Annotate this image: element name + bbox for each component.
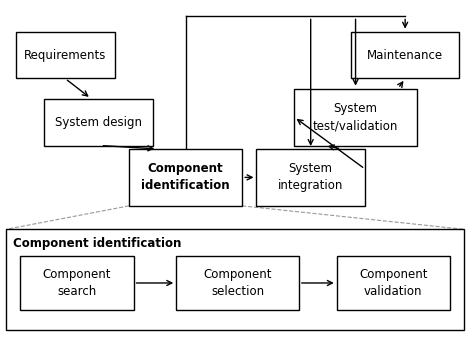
FancyBboxPatch shape <box>256 149 365 206</box>
Text: Component
validation: Component validation <box>359 268 428 298</box>
Text: Component
selection: Component selection <box>203 268 272 298</box>
Text: Component
search: Component search <box>43 268 111 298</box>
Text: System design: System design <box>55 116 142 128</box>
Text: Component identification: Component identification <box>13 237 181 250</box>
Text: System
integration: System integration <box>278 162 343 192</box>
FancyBboxPatch shape <box>294 89 417 146</box>
FancyBboxPatch shape <box>351 31 459 78</box>
Text: Requirements: Requirements <box>24 49 106 62</box>
FancyBboxPatch shape <box>337 256 450 310</box>
FancyBboxPatch shape <box>44 99 152 146</box>
FancyBboxPatch shape <box>6 230 464 330</box>
FancyBboxPatch shape <box>176 256 299 310</box>
FancyBboxPatch shape <box>129 149 242 206</box>
Text: Maintenance: Maintenance <box>367 49 443 62</box>
FancyBboxPatch shape <box>20 256 133 310</box>
Text: Component
identification: Component identification <box>141 162 230 192</box>
FancyBboxPatch shape <box>16 31 115 78</box>
Text: System
test/validation: System test/validation <box>313 102 398 132</box>
